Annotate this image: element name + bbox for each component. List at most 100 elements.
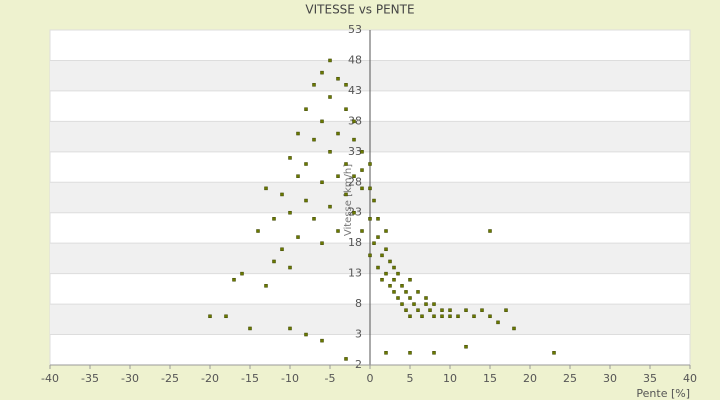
point xyxy=(344,192,348,197)
point xyxy=(288,326,292,331)
point xyxy=(296,235,300,239)
point xyxy=(304,332,308,337)
y-axis-label: Vitesse [km/h] xyxy=(343,164,354,236)
point xyxy=(344,357,348,361)
point xyxy=(372,241,376,245)
point xyxy=(280,192,284,197)
point xyxy=(336,229,340,233)
point xyxy=(328,204,332,209)
point xyxy=(304,107,308,111)
point xyxy=(208,314,212,319)
point xyxy=(352,174,356,178)
point xyxy=(360,150,364,154)
point xyxy=(360,186,364,191)
point xyxy=(376,265,380,270)
point xyxy=(264,284,268,288)
y-tick-label: 13 xyxy=(348,267,362,280)
point xyxy=(472,314,476,319)
x-tick-label: -25 xyxy=(161,372,179,385)
point xyxy=(380,277,384,282)
point xyxy=(408,277,412,282)
point xyxy=(440,308,444,312)
x-tick-label: 15 xyxy=(483,372,497,385)
y-tick-label: 33 xyxy=(348,145,362,158)
x-tick-label: -30 xyxy=(121,372,139,385)
chart-title: VITESSE vs PENTE xyxy=(305,3,414,17)
point xyxy=(408,351,412,355)
point xyxy=(344,83,348,87)
point xyxy=(420,314,424,319)
point xyxy=(368,162,372,166)
point xyxy=(296,174,300,178)
point xyxy=(504,308,508,312)
point xyxy=(280,247,284,252)
point xyxy=(312,83,316,87)
x-tick-label: -35 xyxy=(81,372,99,385)
point xyxy=(388,284,392,288)
point xyxy=(224,314,228,319)
x-tick-label: 25 xyxy=(563,372,577,385)
x-axis-label: Pente [%] xyxy=(636,387,690,400)
point xyxy=(352,119,356,124)
point xyxy=(320,180,324,185)
point xyxy=(396,296,400,300)
x-tick-label: -40 xyxy=(41,372,59,385)
point xyxy=(480,308,484,312)
x-tick-label: -5 xyxy=(325,372,336,385)
y-tick-label: 18 xyxy=(348,236,362,249)
x-tick-label: 20 xyxy=(523,372,537,385)
point xyxy=(416,290,420,294)
point xyxy=(396,271,400,276)
point xyxy=(400,302,404,306)
point xyxy=(448,314,452,319)
y-tick-label: 48 xyxy=(348,53,362,66)
point xyxy=(272,217,276,221)
point xyxy=(404,290,408,294)
x-tick-label: 40 xyxy=(683,372,697,385)
point xyxy=(320,70,324,75)
point xyxy=(360,168,364,172)
point xyxy=(336,76,340,81)
point xyxy=(368,186,372,191)
point xyxy=(464,308,468,312)
point xyxy=(488,229,492,233)
point xyxy=(512,326,516,331)
x-tick-label: 35 xyxy=(643,372,657,385)
point xyxy=(376,217,380,221)
x-tick-label: 0 xyxy=(367,372,374,385)
point xyxy=(424,302,428,306)
point xyxy=(328,58,332,63)
point xyxy=(384,247,388,252)
point xyxy=(320,119,324,124)
x-tick-label: 30 xyxy=(603,372,617,385)
point xyxy=(380,253,384,258)
point xyxy=(288,265,292,270)
point xyxy=(432,302,436,306)
y-tick-label: 43 xyxy=(348,84,362,97)
point xyxy=(448,308,452,312)
y-tick-label: 53 xyxy=(348,23,362,36)
point xyxy=(344,107,348,111)
point xyxy=(412,302,416,306)
point xyxy=(328,150,332,154)
point xyxy=(368,217,372,221)
point xyxy=(392,290,396,294)
point xyxy=(424,296,428,300)
point xyxy=(400,284,404,288)
point xyxy=(288,210,292,215)
point xyxy=(264,186,268,191)
point xyxy=(552,351,556,355)
point xyxy=(352,210,356,215)
point xyxy=(336,174,340,178)
point xyxy=(496,320,500,325)
x-tick-label: -15 xyxy=(241,372,259,385)
point xyxy=(372,198,376,203)
x-tick-label: -10 xyxy=(281,372,299,385)
x-tick-label: 5 xyxy=(407,372,414,385)
point xyxy=(312,217,316,221)
point xyxy=(408,314,412,319)
point xyxy=(416,308,420,312)
point xyxy=(232,277,236,282)
point xyxy=(328,95,332,99)
point xyxy=(432,351,436,355)
